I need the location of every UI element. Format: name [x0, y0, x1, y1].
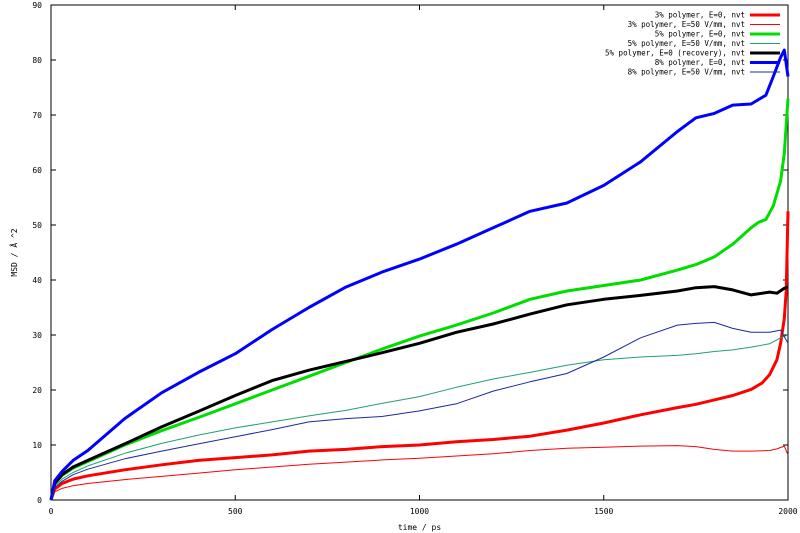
legend-label-1: 3% polymer, E=50 V/mm, nvt — [628, 20, 745, 29]
x-tick-label: 500 — [228, 507, 243, 516]
series-line-0 — [49, 211, 790, 501]
y-axis-label: MSD / Å ^2 — [8, 228, 19, 276]
series-line-6 — [50, 321, 789, 501]
x-tick-label: 1000 — [410, 507, 429, 516]
series-lines — [49, 48, 790, 501]
y-tick-label: 30 — [32, 331, 42, 340]
y-tick-label: 20 — [32, 386, 42, 395]
legend-label-0: 3% polymer, E=0, nvt — [655, 11, 745, 20]
legend-label-5: 8% polymer, E=0, nvt — [655, 58, 745, 67]
y-tick-label: 0 — [37, 496, 42, 505]
series-line-1 — [50, 445, 789, 501]
y-tick-label: 50 — [32, 221, 42, 230]
y-tick-label: 90 — [32, 1, 42, 10]
x-axis-label: time / ps — [398, 523, 442, 532]
legend-label-4: 5% polymer, E=0 (recovery), nvt — [605, 49, 745, 58]
series-line-4 — [49, 285, 789, 501]
series-line-3 — [50, 334, 789, 501]
series-line-5 — [49, 48, 790, 501]
y-tick-label: 80 — [32, 56, 42, 65]
y-tick-label: 10 — [32, 441, 42, 450]
y-tick-label: 60 — [32, 166, 42, 175]
y-tick-label: 70 — [32, 111, 42, 120]
x-tick-label: 1500 — [594, 507, 613, 516]
legend-label-6: 8% polymer, E=50 V/mm, nvt — [628, 68, 745, 77]
x-tick-label: 2000 — [778, 507, 797, 516]
legend-label-3: 5% polymer, E=50 V/mm, nvt — [628, 39, 745, 48]
x-axis: 0 500 1000 1500 2000 — [49, 5, 798, 516]
legend-label-2: 5% polymer, E=0, nvt — [655, 30, 745, 39]
x-tick-label: 0 — [49, 507, 54, 516]
y-tick-label: 40 — [32, 276, 42, 285]
